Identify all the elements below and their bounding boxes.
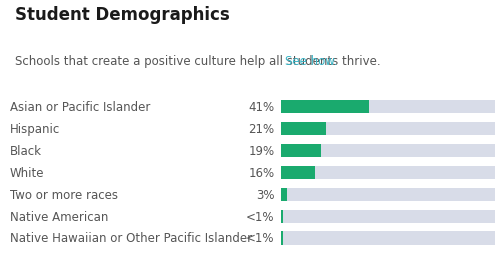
Text: 21%: 21%: [248, 123, 274, 136]
Text: Native American: Native American: [10, 210, 108, 223]
Text: Hispanic: Hispanic: [10, 123, 60, 136]
Text: 41%: 41%: [248, 101, 274, 114]
Bar: [280, 166, 495, 179]
Bar: [280, 145, 322, 157]
Text: <1%: <1%: [246, 210, 274, 223]
Bar: [280, 101, 495, 114]
Bar: [280, 210, 495, 223]
Text: Black: Black: [10, 145, 42, 157]
Bar: [280, 166, 315, 179]
Bar: [280, 123, 326, 136]
Text: <1%: <1%: [246, 232, 274, 245]
Text: 3%: 3%: [256, 188, 274, 201]
Bar: [280, 188, 495, 201]
Text: Asian or Pacific Islander: Asian or Pacific Islander: [10, 101, 150, 114]
Text: Student Demographics: Student Demographics: [15, 6, 230, 24]
Bar: [280, 231, 495, 245]
Text: 16%: 16%: [248, 166, 274, 179]
Text: Native Hawaiian or Other Pacific Islander: Native Hawaiian or Other Pacific Islande…: [10, 232, 252, 245]
Text: White: White: [10, 166, 44, 179]
Bar: [280, 145, 495, 157]
Bar: [280, 188, 287, 201]
Text: Schools that create a positive culture help all students thrive.: Schools that create a positive culture h…: [15, 55, 380, 68]
Text: See how.: See how.: [285, 55, 338, 68]
Bar: [280, 101, 368, 114]
Bar: [280, 210, 283, 223]
Text: 19%: 19%: [248, 145, 274, 157]
Bar: [280, 123, 495, 136]
Text: Two or more races: Two or more races: [10, 188, 118, 201]
Bar: [280, 231, 283, 245]
